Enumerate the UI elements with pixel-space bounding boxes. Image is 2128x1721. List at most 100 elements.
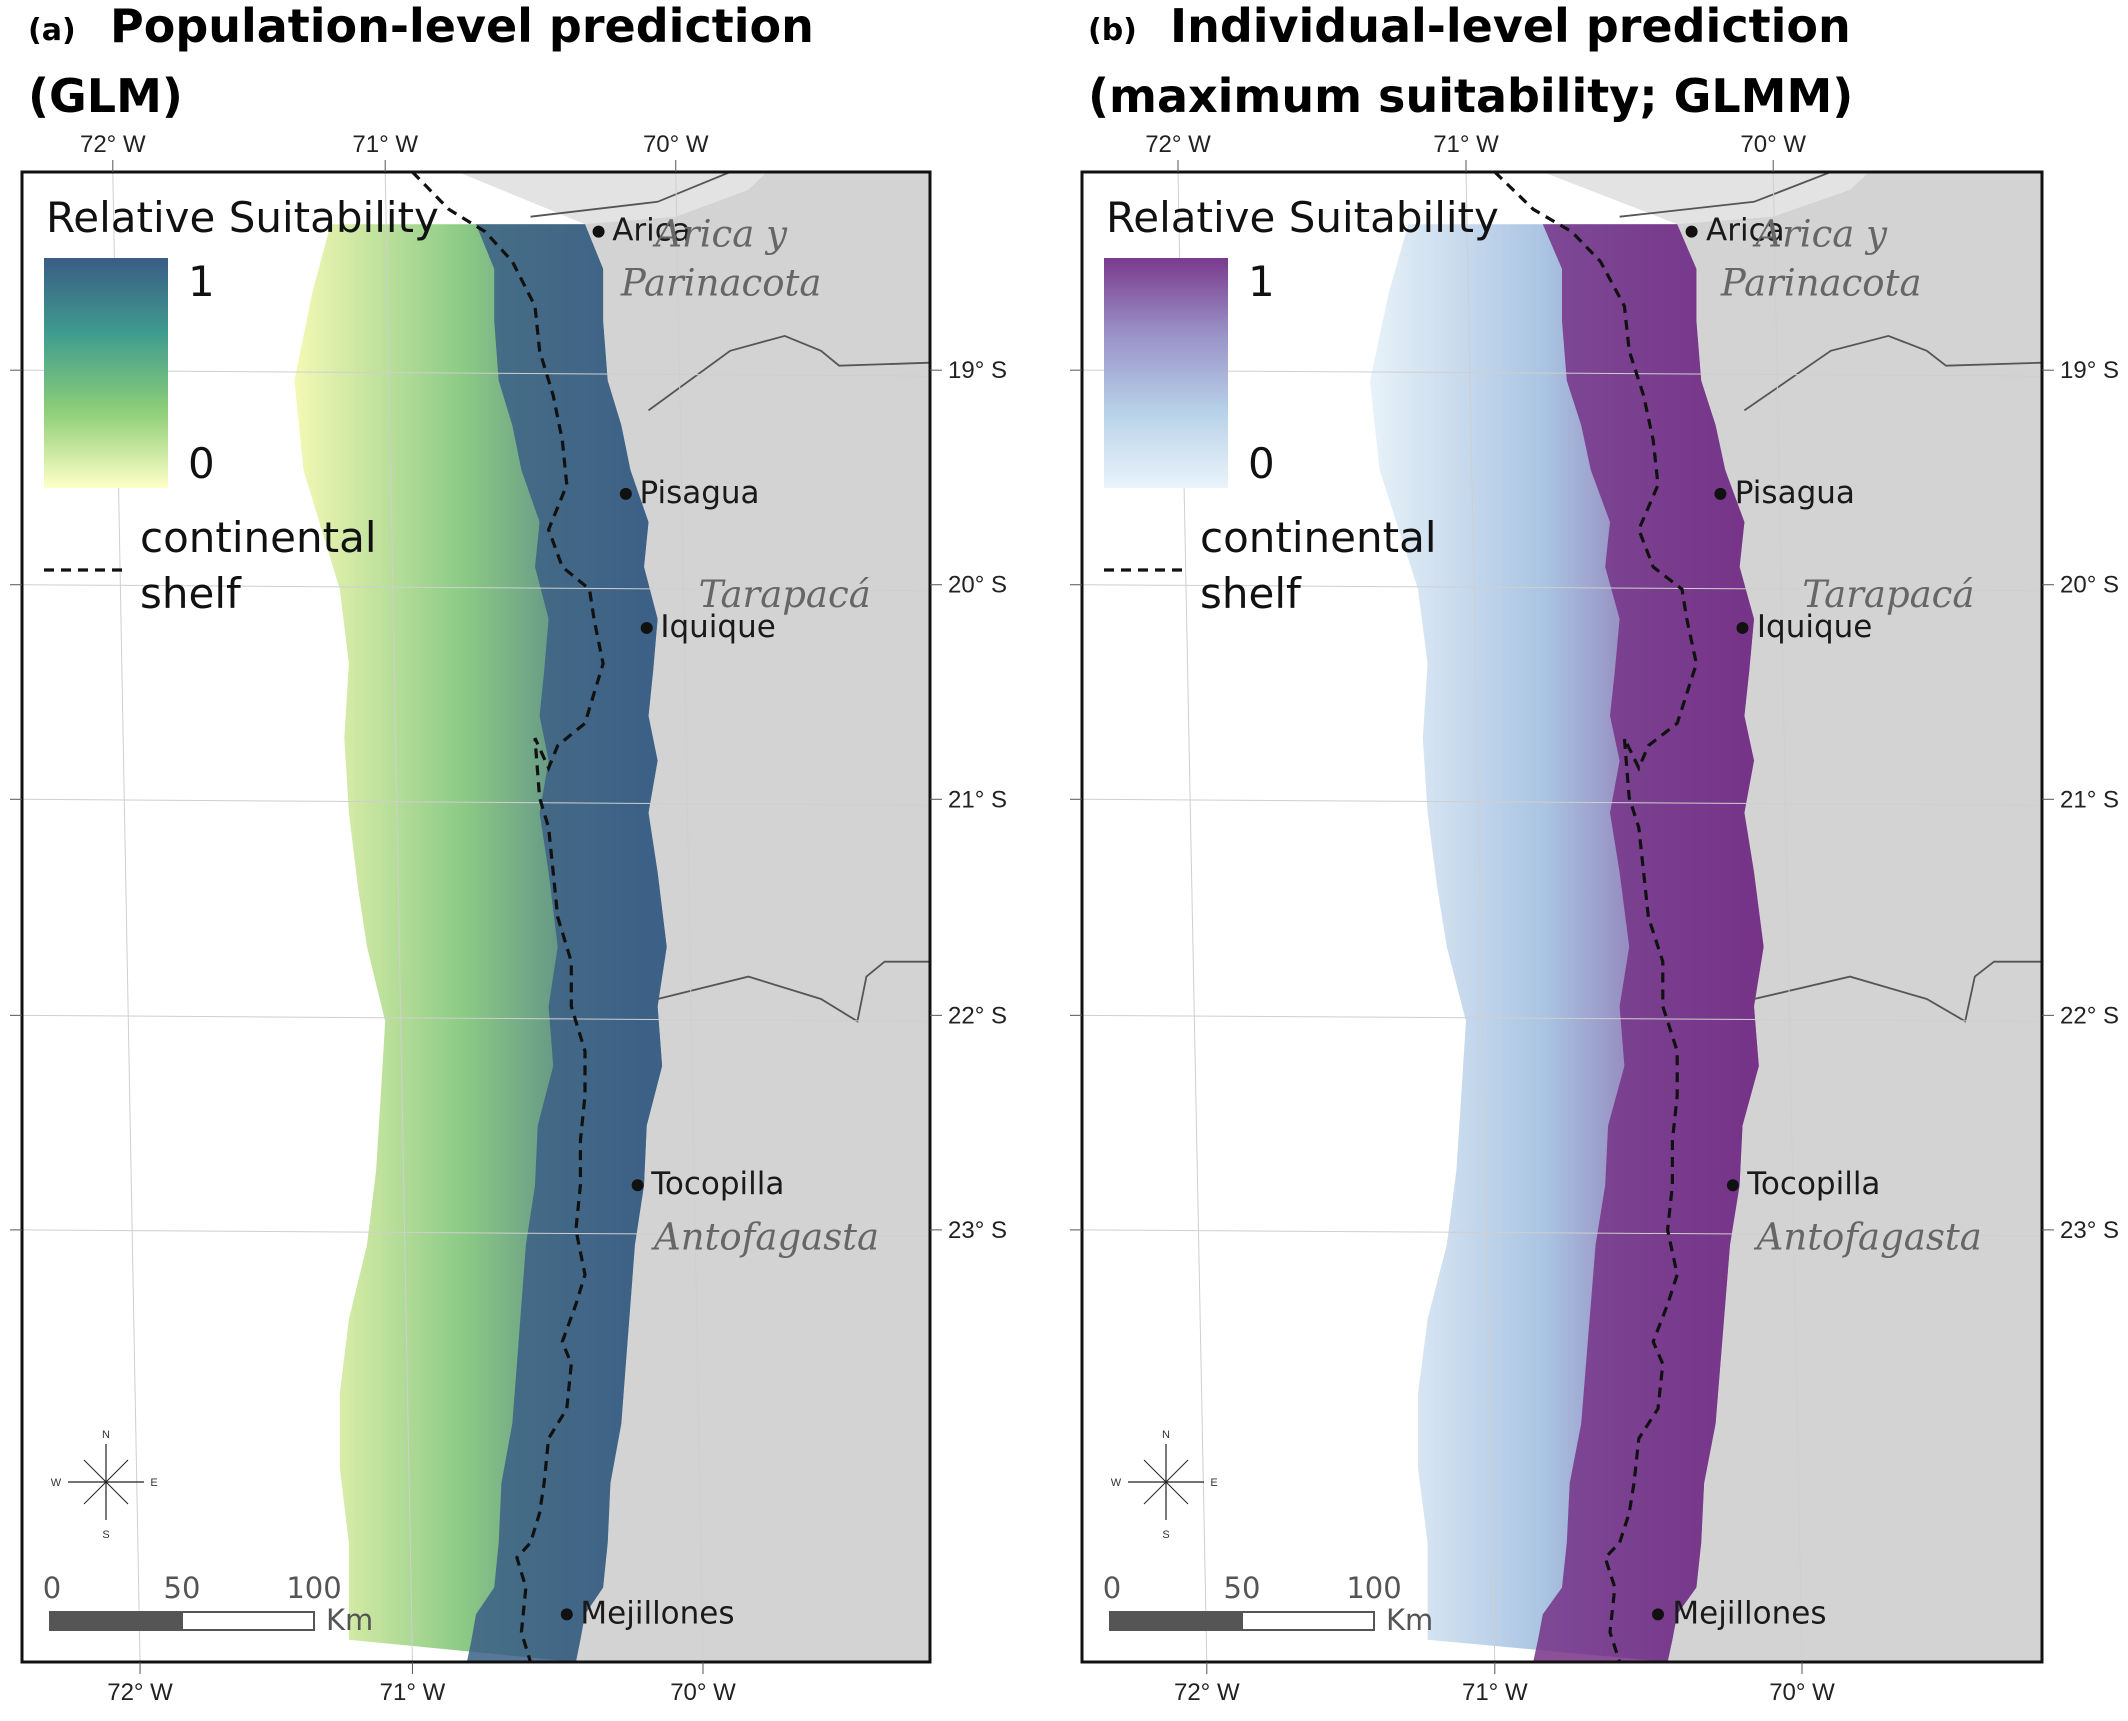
region-label: Arica y xyxy=(652,213,788,256)
legend-title: Relative Suitability xyxy=(46,193,439,242)
scale-bar-tick: 0 xyxy=(1103,1571,1121,1605)
panel-title-line2: (GLM) xyxy=(28,69,183,123)
compass-axis xyxy=(1143,1459,1189,1505)
neighbor-land xyxy=(457,172,767,225)
city-dot xyxy=(1726,1179,1739,1192)
panel-b-map: 72° W 72° W 71° W 71° W 70° W 70° W 19° S 20° S… xyxy=(1070,0,2119,1706)
compass-n: N xyxy=(1162,1429,1170,1441)
graticule-line xyxy=(384,172,413,1662)
scale-bar-dark xyxy=(1110,1612,1242,1630)
graticule-line xyxy=(22,798,930,806)
graticule-line xyxy=(1772,172,1803,1662)
map-frame xyxy=(20,170,932,1664)
panel-title-line1: Individual-level prediction xyxy=(1170,0,1851,53)
longitude-label-top: 70° W xyxy=(643,131,709,158)
city-label: Tocopilla xyxy=(650,1166,784,1202)
city-label: Tocopilla xyxy=(1746,1166,1880,1202)
longitude-label-bottom: 70° W xyxy=(670,1679,736,1706)
compass-s: S xyxy=(1162,1529,1169,1541)
graticule-line xyxy=(1082,584,2042,592)
scale-bar-unit: Km xyxy=(1386,1603,1433,1637)
latitude-label: 23° S xyxy=(948,1217,1007,1244)
legend-shelf-label-line2: shelf xyxy=(1200,569,1302,618)
city-dot xyxy=(592,225,605,238)
compass-e: E xyxy=(1210,1477,1217,1489)
longitude-label-bottom: 72° W xyxy=(107,1679,173,1706)
scale-bar-tick: 100 xyxy=(1346,1571,1401,1605)
scale-bar-tick: 100 xyxy=(286,1571,341,1605)
map-layers xyxy=(1082,172,2042,1662)
city-label: Pisagua xyxy=(1735,475,1855,511)
latitude-label: 20° S xyxy=(948,572,1007,599)
panel-title-line1: Population-level prediction xyxy=(110,0,814,53)
north-arrow: N S E W xyxy=(1111,1429,1218,1541)
region-border xyxy=(1619,172,1832,218)
region-border xyxy=(530,172,731,218)
graticule-line xyxy=(1082,1014,2042,1022)
city-dot xyxy=(1685,225,1698,238)
scale-bar-unit: Km xyxy=(326,1603,373,1637)
city-dot xyxy=(619,487,632,500)
longitude-label-bottom: 71° W xyxy=(380,1679,446,1706)
region-label: Parinacota xyxy=(1720,262,1922,305)
compass-w: W xyxy=(1111,1477,1122,1489)
legend-color-ramp xyxy=(1104,258,1228,488)
longitude-label-top: 71° W xyxy=(352,131,418,158)
graticule-line xyxy=(1082,1229,2042,1237)
scale-bar-light xyxy=(1241,1611,1375,1631)
continental-shelf-line xyxy=(1493,172,1699,1662)
city-dot xyxy=(560,1608,573,1621)
panel-a-map: 72° W 72° W 71° W 71° W 70° W 70° W 19° S 20° S… xyxy=(10,0,1007,1706)
land-area xyxy=(476,172,930,1662)
city-label: Mejillones xyxy=(580,1595,734,1631)
scale-bar-tick: 50 xyxy=(1224,1571,1261,1605)
map-frame xyxy=(1080,170,2044,1664)
neighbor-land xyxy=(1542,172,1870,225)
city-dot xyxy=(1714,487,1727,500)
compass-e: E xyxy=(150,1477,157,1489)
city-label: Arica xyxy=(1706,213,1785,249)
city-dot xyxy=(640,621,653,634)
legend-max-label: 1 xyxy=(188,257,215,306)
legend-shelf-label-line2: shelf xyxy=(140,569,242,618)
region-label: Tarapacá xyxy=(1802,573,1974,616)
latitude-label: 19° S xyxy=(948,357,1007,384)
city-label: Iquique xyxy=(1757,609,1872,645)
longitude-label-top: 72° W xyxy=(80,131,146,158)
scale-bar-outline xyxy=(1109,1611,1375,1631)
legend-min-label: 0 xyxy=(1248,439,1275,488)
compass-n: N xyxy=(102,1429,110,1441)
region-label: Tarapacá xyxy=(699,573,871,616)
region-border xyxy=(647,334,930,412)
scale-bar-tick: 0 xyxy=(43,1571,61,1605)
high-suitability-band xyxy=(1533,224,1764,1662)
city-dot xyxy=(1652,1608,1664,1621)
city-label: Arica xyxy=(612,213,691,249)
legend-title: Relative Suitability xyxy=(1106,193,1499,242)
north-arrow: N S E W xyxy=(51,1429,158,1541)
longitude-label-bottom: 71° W xyxy=(1462,1679,1528,1706)
compass-s: S xyxy=(102,1529,109,1541)
panel-label: (b) xyxy=(1088,13,1137,48)
graticule-line xyxy=(22,1229,930,1237)
longitude-label-bottom: 70° W xyxy=(1769,1679,1835,1706)
city-dot xyxy=(1736,621,1749,634)
graticule-line xyxy=(22,584,930,592)
scale-bar-tick: 50 xyxy=(164,1571,201,1605)
legend-color-ramp xyxy=(44,258,168,488)
scale-bar-light xyxy=(181,1611,315,1631)
longitude-label-top: 72° W xyxy=(1145,131,1211,158)
panel-title-line2: (maximum suitability; GLMM) xyxy=(1088,69,1853,123)
legend-max-label: 1 xyxy=(1248,257,1275,306)
legend-shelf-label-line1: continental xyxy=(1200,513,1437,562)
graticule-line xyxy=(1465,172,1496,1662)
latitude-label: 23° S xyxy=(2060,1217,2119,1244)
graticule-line xyxy=(22,369,930,377)
longitude-label-top: 70° W xyxy=(1740,131,1806,158)
scale-bar-dark xyxy=(50,1612,182,1630)
region-border xyxy=(1743,334,2042,412)
graticule-line xyxy=(675,172,704,1662)
compass-w: W xyxy=(51,1477,62,1489)
continental-shelf-line xyxy=(411,172,605,1662)
